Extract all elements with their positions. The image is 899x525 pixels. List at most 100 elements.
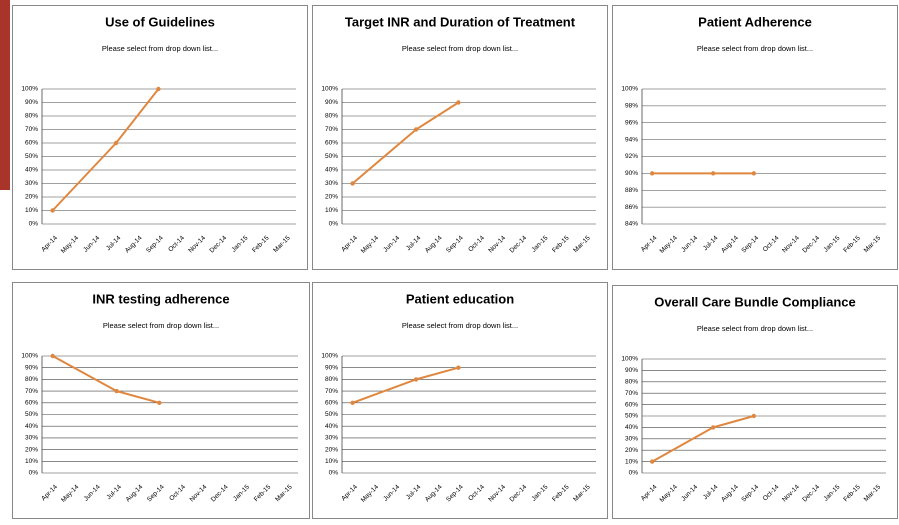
point-marker [50, 353, 55, 359]
y-tick-label: 80% [25, 376, 38, 383]
y-tick-label: 100% [321, 86, 338, 93]
y-tick-label: 88% [625, 187, 638, 194]
point-marker [350, 400, 355, 405]
y-tick-label: 30% [25, 435, 38, 442]
y-tick-label: 50% [325, 153, 338, 160]
y-tick-label: 40% [625, 424, 638, 431]
y-tick-label: 50% [25, 411, 38, 418]
y-tick-label: 0% [329, 221, 339, 228]
chart-title: Overall Care Bundle Compliance [654, 294, 856, 309]
point-marker [751, 171, 757, 176]
chart-subtitle: Please select from drop down list... [102, 44, 218, 53]
y-tick-label: 70% [625, 390, 638, 397]
chart-panel: Patient Adherence Please select from drop… [612, 5, 898, 270]
chart-subtitle: Please select from drop down list... [103, 321, 219, 330]
series-line [352, 378, 417, 404]
series-line [415, 366, 459, 381]
y-tick-label: 84% [625, 221, 638, 228]
y-tick-label: 50% [25, 153, 38, 160]
y-tick-label: 94% [625, 136, 638, 143]
y-tick-label: 20% [325, 194, 338, 201]
series-line [51, 142, 117, 212]
series-line [651, 426, 714, 463]
y-tick-label: 40% [325, 423, 338, 430]
y-tick-label: 100% [21, 86, 38, 93]
chart-subtitle: Please select from drop down list... [697, 44, 813, 53]
chart-panel: Target INR and Duration of Treatment Plea… [312, 5, 608, 270]
y-tick-label: 80% [25, 113, 38, 120]
point-marker [50, 208, 55, 213]
y-tick-label: 96% [625, 119, 638, 126]
y-tick-label: 30% [325, 180, 338, 187]
point-marker [350, 181, 355, 186]
y-tick-label: 40% [25, 423, 38, 430]
y-tick-label: 92% [625, 153, 638, 160]
y-tick-label: 10% [25, 458, 38, 465]
y-tick-label: 90% [25, 364, 38, 371]
y-tick-label: 30% [325, 435, 338, 442]
chart-subtitle: Please select from drop down list... [402, 321, 518, 330]
y-tick-label: 90% [325, 364, 338, 371]
y-tick-label: 70% [325, 388, 338, 395]
y-tick-label: 80% [325, 113, 338, 120]
y-tick-label: 60% [625, 401, 638, 408]
y-tick-label: 50% [325, 411, 338, 418]
y-tick-label: 98% [625, 103, 638, 110]
chart-title: Target INR and Duration of Treatment [345, 14, 576, 29]
y-tick-label: 30% [25, 180, 38, 187]
y-tick-label: 80% [325, 376, 338, 383]
series-line [712, 415, 755, 429]
y-tick-label: 70% [325, 126, 338, 133]
series-line [52, 355, 118, 392]
point-marker [751, 413, 757, 419]
background-photo-edge [0, 0, 10, 190]
chart-title: Patient education [406, 291, 514, 306]
y-tick-label: 0% [29, 221, 39, 228]
point-marker [113, 140, 119, 146]
y-tick-label: 20% [25, 194, 38, 201]
y-tick-label: 40% [25, 167, 38, 174]
y-tick-label: 90% [625, 170, 638, 177]
y-tick-label: 40% [325, 167, 338, 174]
chart-title: Use of Guidelines [105, 14, 215, 29]
series-line [115, 88, 160, 144]
y-tick-label: 70% [25, 388, 38, 395]
y-tick-label: 90% [325, 99, 338, 106]
point-marker [710, 171, 716, 176]
chart-panel: Use of Guidelines Please select from drop… [12, 5, 308, 270]
y-tick-label: 100% [621, 356, 638, 363]
y-tick-label: 20% [25, 446, 38, 453]
point-marker [157, 400, 162, 405]
series-line [116, 390, 160, 404]
chart-subtitle: Please select from drop down list... [402, 44, 518, 53]
series-line [351, 128, 417, 185]
y-tick-label: 10% [325, 207, 338, 214]
point-marker [710, 425, 716, 430]
y-tick-label: 0% [29, 470, 39, 477]
point-marker [649, 171, 655, 176]
y-tick-label: 20% [625, 447, 638, 454]
y-tick-label: 100% [621, 86, 638, 93]
y-tick-label: 90% [625, 367, 638, 374]
panel-border [612, 285, 898, 519]
panel-border [312, 5, 608, 270]
point-marker [114, 388, 119, 394]
panel-border [12, 5, 308, 270]
y-tick-label: 60% [325, 400, 338, 407]
panel-border [612, 5, 898, 270]
panel-border [12, 282, 310, 519]
y-tick-label: 100% [21, 353, 38, 360]
chart-panel: Overall Care Bundle Compliance Please sel… [612, 285, 898, 519]
y-tick-label: 100% [321, 353, 338, 360]
y-tick-label: 60% [325, 140, 338, 147]
chart-title: Patient Adherence [698, 14, 812, 29]
point-marker [156, 86, 161, 92]
y-tick-label: 10% [625, 458, 638, 465]
point-marker [413, 377, 419, 382]
y-tick-label: 10% [325, 458, 338, 465]
y-tick-label: 70% [25, 126, 38, 133]
y-tick-label: 0% [629, 470, 639, 477]
chart-subtitle: Please select from drop down list... [697, 324, 813, 333]
